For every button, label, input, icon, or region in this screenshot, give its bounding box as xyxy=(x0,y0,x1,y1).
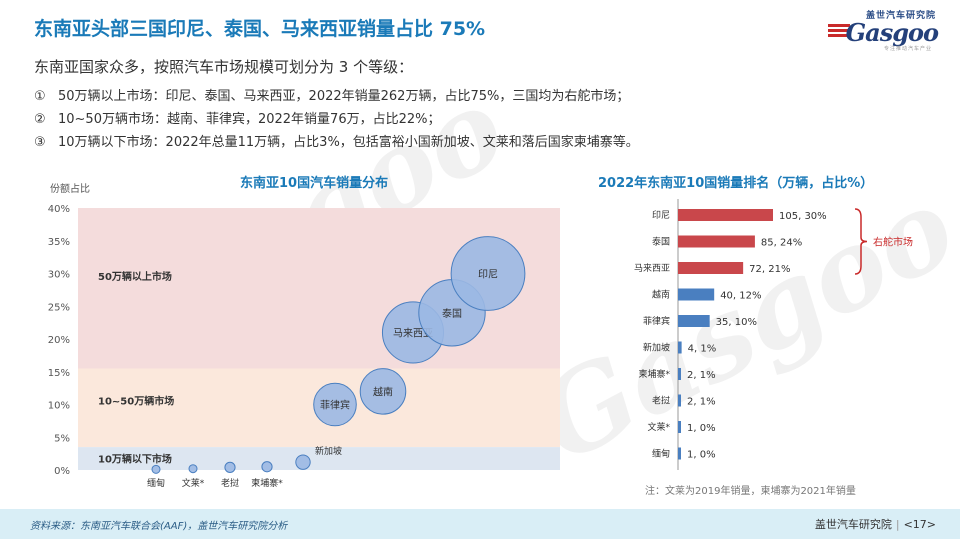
bubble-越南 xyxy=(359,368,407,415)
rank-value-label: 2, 1% xyxy=(687,370,716,381)
rank-value-label: 2, 1% xyxy=(687,397,716,408)
bubble-新加坡 xyxy=(295,454,311,470)
market-band xyxy=(78,447,560,470)
bullet-number: ③ xyxy=(34,135,46,150)
rank-value-label: 105, 30% xyxy=(779,211,827,222)
bullet-list: ① 50万辆以上市场：印尼、泰国、马来西亚，2022年销量262万辆，占比75%… xyxy=(34,85,639,154)
y-tick-label: 40% xyxy=(48,204,70,215)
rank-bar xyxy=(678,421,681,433)
bubble-缅甸 xyxy=(151,464,161,474)
logo-sub-text: 专注推动汽车产业 xyxy=(883,46,932,52)
rank-bar xyxy=(678,447,681,460)
rank-value-label: 35, 10% xyxy=(716,317,757,328)
y-tick-label: 5% xyxy=(54,433,70,444)
bubble-label: 越南 xyxy=(373,385,393,398)
bullet-number: ① xyxy=(34,89,46,104)
y-tick-label: 20% xyxy=(48,335,70,346)
bubble-老挝 xyxy=(224,461,236,473)
band-label: 50万辆以上市场 xyxy=(98,270,172,283)
band-label: 10~50万辆市场 xyxy=(98,395,174,408)
footer-brand: 盖世汽车研究院 | <17> xyxy=(814,518,936,531)
y-tick-label: 0% xyxy=(54,466,70,477)
source-text: 资料来源：东南亚汽车联合会(AAF)，盖世汽车研究院分析 xyxy=(30,521,288,532)
y-tick-label: 30% xyxy=(48,270,70,281)
bubble-chart: 50万辆以上市场 10~50万辆市场 10万辆以下市场 0% 5% 10% 15% 20% 25… xyxy=(48,182,560,489)
rank-value-label: 1, 0% xyxy=(687,423,716,434)
bullet-text: 50万辆以上市场：印尼、泰国、马来西亚，2022年销量262万辆，占比75%，三… xyxy=(58,89,630,104)
rank-category-label: 印尼 xyxy=(652,209,670,221)
chart-note: 注：文莱为2019年销量，柬埔寨为2021年销量 xyxy=(645,486,856,497)
bubble-菲律宾 xyxy=(313,382,357,427)
page-title: 东南亚头部三国印尼、泰国、马来西亚销量占比 75% xyxy=(34,18,486,40)
rank-chart: 印尼 105, 30% 泰国 85, 24% 马来西亚 72, 21% 越南 40, 12% 菲… xyxy=(634,199,913,470)
rhd-bracket xyxy=(854,208,868,275)
rank-value-label: 1, 0% xyxy=(687,450,716,461)
x-tick-label: 文莱* xyxy=(182,477,205,489)
rank-category-label: 马来西亚 xyxy=(634,263,670,274)
rank-category-label: 老挝 xyxy=(652,395,670,407)
rank-bar xyxy=(678,262,744,274)
bubble-label: 泰国 xyxy=(442,307,462,320)
logo-stripes-icon xyxy=(828,24,850,40)
y-tick-label: 35% xyxy=(48,237,70,248)
rank-category-label: 菲律宾 xyxy=(643,315,670,327)
rank-value-label: 85, 24% xyxy=(761,238,802,249)
rank-value-label: 40, 12% xyxy=(720,291,761,302)
bullet-text: 10~50万辆市场：越南、菲律宾，2022年销量76万，占比22%； xyxy=(58,112,441,127)
page-number: <17> xyxy=(903,518,936,531)
bubble-柬埔寨 xyxy=(261,461,273,473)
bullet-number: ② xyxy=(34,112,46,127)
rank-bar xyxy=(678,341,682,354)
bubble-chart-title: 东南亚10国汽车销量分布 xyxy=(240,176,389,191)
bullet-item: ① 50万辆以上市场：印尼、泰国、马来西亚，2022年销量262万辆，占比75%… xyxy=(34,85,639,108)
logo-en-text: Gasgoo xyxy=(845,18,939,47)
rank-bar xyxy=(678,235,755,248)
rank-bar xyxy=(678,368,681,380)
x-tick-label: 缅甸 xyxy=(147,477,165,489)
x-tick-label: 柬埔寨* xyxy=(251,477,283,489)
rank-value-label: 72, 21% xyxy=(749,264,790,275)
bubble-印尼 xyxy=(450,236,526,311)
rank-value-label: 4, 1% xyxy=(688,344,717,355)
footer-brand-name: 盖世汽车研究院 xyxy=(814,518,892,531)
rank-bar xyxy=(678,288,715,301)
rhd-annotation: 右舵市场 xyxy=(873,236,913,249)
bubble-label: 马来西亚 xyxy=(393,327,433,339)
rank-bar xyxy=(678,209,773,221)
bullet-item: ③ 10万辆以下市场：2022年总量11万辆，占比3%，包括富裕小国新加坡、文莱… xyxy=(34,131,639,154)
y-tick-label: 25% xyxy=(48,302,70,313)
rank-category-label: 缅甸 xyxy=(652,448,670,460)
bubble-label: 新加坡 xyxy=(315,445,342,457)
bubble-label: 印尼 xyxy=(478,269,498,281)
rank-bar xyxy=(678,394,681,407)
x-tick-label: 老挝 xyxy=(221,477,239,489)
bubble-label: 菲律宾 xyxy=(320,399,350,412)
band-label: 10万辆以下市场 xyxy=(98,453,172,466)
y-tick-label: 10% xyxy=(48,401,70,412)
rank-category-label: 柬埔寨* xyxy=(638,368,670,380)
footer-bar: 资料来源：东南亚汽车联合会(AAF)，盖世汽车研究院分析 盖世汽车研究院 | <17… xyxy=(0,509,960,539)
gasgoo-logo: 盖世汽车研究院 Gasgoo 专注推动汽车产业 xyxy=(826,8,939,52)
rank-bar xyxy=(678,315,710,327)
intro-text: 东南亚国家众多，按照汽车市场规模可划分为 3 个等级： xyxy=(34,58,414,76)
logo-cn-text: 盖世汽车研究院 xyxy=(865,11,936,21)
y-axis-label: 份额占比 xyxy=(50,182,90,195)
rank-category-label: 泰国 xyxy=(652,236,670,248)
bullet-text: 10万辆以下市场：2022年总量11万辆，占比3%，包括富裕小国新加坡、文莱和落… xyxy=(58,135,639,150)
rank-category-label: 新加坡 xyxy=(643,342,670,354)
y-tick-label: 15% xyxy=(48,368,70,379)
rank-category-label: 越南 xyxy=(652,289,670,301)
rank-category-label: 文莱* xyxy=(647,421,670,433)
rank-chart-title: 2022年东南亚10国销量排名（万辆，占比%） xyxy=(598,176,874,191)
bullet-item: ② 10~50万辆市场：越南、菲律宾，2022年销量76万，占比22%； xyxy=(34,108,639,131)
bubble-文莱 xyxy=(188,464,198,474)
